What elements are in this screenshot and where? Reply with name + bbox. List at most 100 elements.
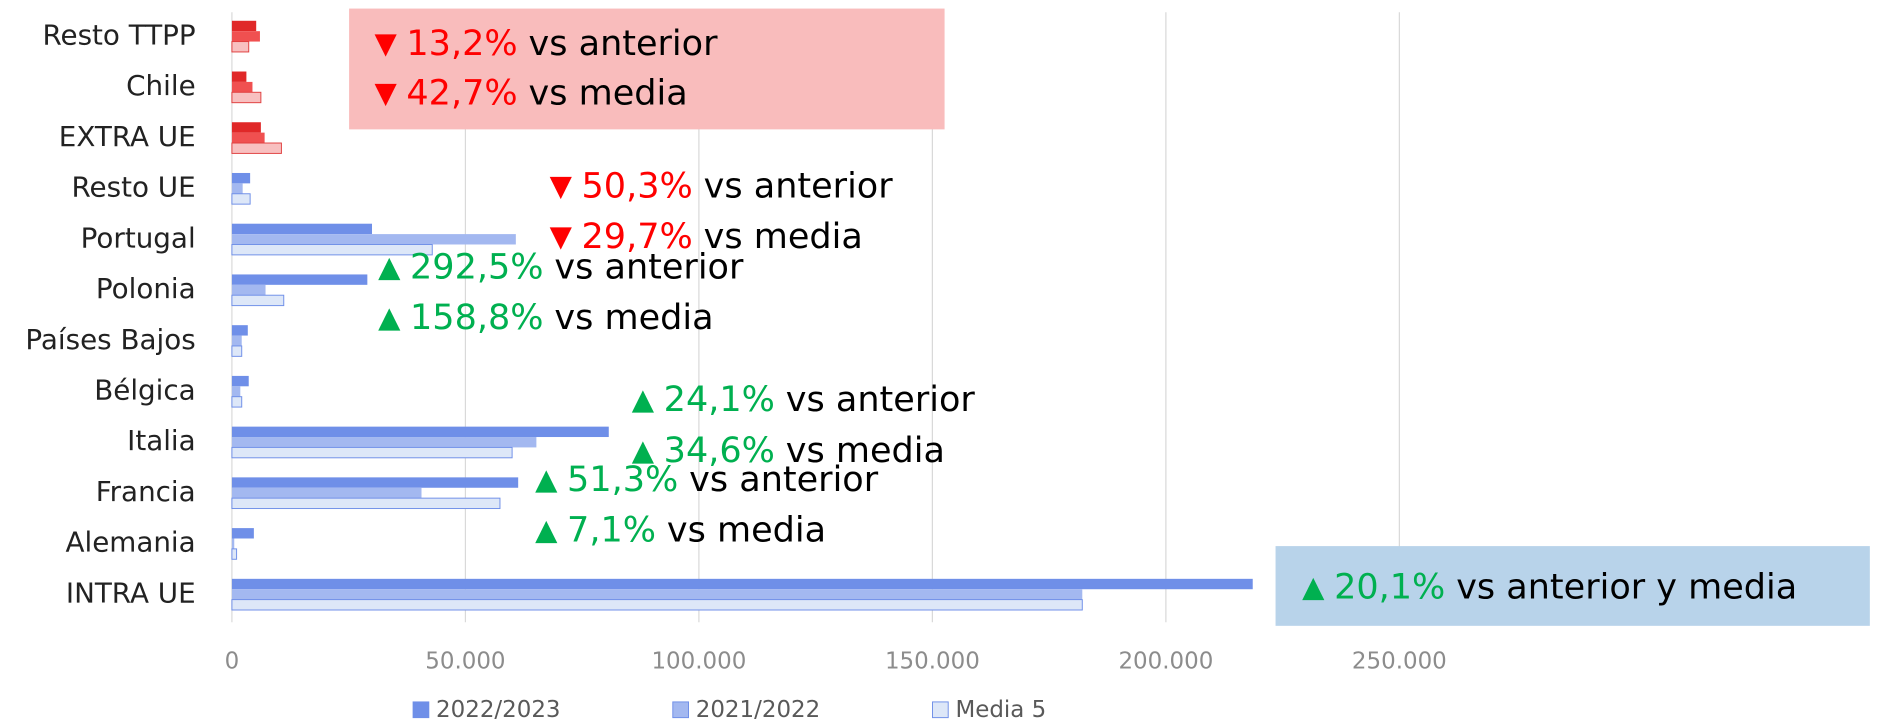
bar [231,386,241,397]
x-tick-label: 200.000 [1118,649,1213,675]
annotation: ▼ 42,7% vs media [374,72,687,113]
annotation-symbol: ▼ [550,168,573,202]
bar [231,122,261,133]
legend-label: 2021/2022 [696,697,820,723]
y-tick-label: Portugal [81,221,196,254]
annotation-text: vs media [786,430,945,471]
bar [231,396,243,408]
bar [231,426,609,438]
bar [231,578,1253,590]
bar [231,294,285,307]
legend-label: Media 5 [955,697,1046,723]
y-tick-label: Alemania [65,526,195,559]
bar [231,487,422,499]
bar [231,477,519,488]
bar [231,71,247,82]
annotation-text: vs anterior y media [1456,566,1797,607]
annotation: ▲ 20,1% vs anterior y media [1302,566,1797,607]
annotation-text: vs anterior [704,165,894,206]
annotation-pct: 24,1% [664,379,775,420]
y-tick-label: Polonia [96,272,196,305]
annotation-pct: 42,7% [406,72,517,113]
y-tick-label: EXTRA UE [59,120,196,153]
annotation-pct: 158,8% [410,297,544,338]
annotation-symbol: ▲ [632,382,655,416]
bar [231,446,513,459]
y-tick-label: Resto UE [72,171,196,204]
y-tick-label: Resto TTPP [42,18,195,51]
annotation-text: vs anterior [529,23,719,64]
annotation: ▼ 29,7% vs media [550,216,863,257]
annotation: ▼ 50,3% vs anterior [550,165,894,206]
annotation: ▲ 24,1% vs anterior [632,379,976,420]
annotation-text: vs media [554,297,713,338]
y-tick-label: Chile [126,69,195,102]
bar [231,548,238,560]
y-tick-label: Países Bajos [25,323,195,356]
bar [231,274,368,285]
annotation-pct: 34,6% [664,430,775,471]
bar [231,41,250,53]
bar [231,234,516,245]
bar [231,528,254,539]
legend-swatch [932,701,949,719]
bar [231,497,501,510]
x-tick-label: 150.000 [885,649,980,675]
annotation-symbol: ▼ [550,219,573,253]
bar [231,172,251,184]
bar [231,31,260,42]
annotation-symbol: ▼ [374,75,397,109]
annotation-text: vs anterior [786,379,976,420]
annotation-symbol: ▲ [535,513,558,547]
annotation-text: vs media [529,72,688,113]
bar [231,132,265,144]
annotation: ▲ 7,1% vs media [535,510,826,551]
legend-swatch [672,701,689,719]
bar [231,375,249,387]
annotation-box [1275,546,1870,626]
bar [231,345,243,357]
annotation-pct: 292,5% [410,246,544,287]
annotation-box [349,8,945,130]
annotation-symbol: ▲ [378,300,401,334]
annotation: ▲ 158,8% vs media [378,297,714,338]
annotation-text: vs media [704,216,863,257]
annotation: ▼ 13,2% vs anterior [374,23,718,64]
bar [231,20,257,32]
annotation: ▲ 34,6% vs media [632,430,945,471]
annotation-text: vs anterior [689,459,879,500]
annotation-symbol: ▲ [1302,569,1325,603]
annotation-pct: 20,1% [1334,566,1445,607]
annotation-symbol: ▲ [535,462,558,496]
y-tick-label: Italia [127,424,196,457]
annotation-pct: 13,2% [406,23,517,64]
annotation-pct: 51,3% [567,459,678,500]
bar [231,91,262,104]
annotation-symbol: ▲ [378,249,401,283]
bar [231,193,251,205]
bar [231,244,433,256]
annotation-symbol: ▼ [374,26,397,60]
x-tick-label: 100.000 [651,649,746,675]
annotation: ▲ 292,5% vs anterior [378,246,744,287]
annotation-pct: 7,1% [567,510,656,551]
annotation-text: vs media [667,510,826,551]
x-tick-label: 50.000 [425,649,505,675]
bar [231,284,266,296]
annotation-symbol: ▲ [632,433,655,467]
x-tick-label: 0 [225,649,240,675]
bar [231,335,242,346]
bar [231,437,537,448]
legend-swatch [412,701,430,719]
bar [231,183,243,194]
y-tick-label: INTRA UE [66,576,196,609]
bar [231,142,282,154]
y-tick-label: Bélgica [94,373,195,406]
annotation: ▲ 51,3% vs anterior [535,459,879,500]
bar [231,589,1083,600]
bar [231,223,373,235]
x-tick-label: 250.000 [1352,649,1447,675]
annotation-pct: 50,3% [582,165,693,206]
annotation-pct: 29,7% [582,216,693,257]
